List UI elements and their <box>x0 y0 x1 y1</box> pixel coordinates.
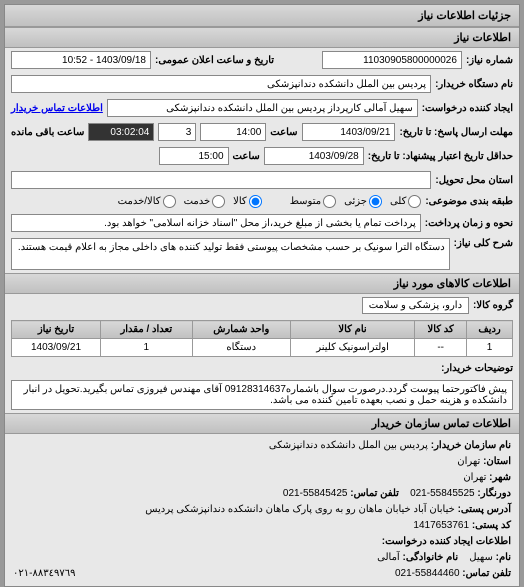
table-cell: دستگاه <box>192 339 290 357</box>
section3-title: اطلاعات تماس سازمان خریدار <box>5 413 519 434</box>
buyer-contact-link[interactable]: اطلاعات تماس خریدار <box>11 103 103 114</box>
response-time: 14:00 <box>200 123 266 141</box>
table-header: تاریخ نیاز <box>12 321 101 339</box>
goods-group-value: دارو، پزشکی و سلامت <box>362 297 469 314</box>
table-header: کد کالا <box>415 321 467 339</box>
fax-label: دورنگار: <box>477 488 511 499</box>
section1-title: اطلاعات نیاز <box>5 27 519 48</box>
goods-table: ردیفکد کالانام کالاواحد شمارشتعداد / مقد… <box>11 320 513 357</box>
delivery-place-label: استان محل تحویل: <box>435 175 513 186</box>
table-cell: 1403/09/21 <box>12 339 101 357</box>
phone2-label: تلفن تماس: <box>462 568 511 579</box>
name-label: نام: <box>496 552 511 563</box>
remaining-days: 3 <box>158 123 196 141</box>
name-value: سهیل <box>469 552 493 563</box>
classification-radios: کلی جزئی متوسط <box>290 195 422 208</box>
buyer-device-label: نام دستگاه خریدار: <box>435 79 513 90</box>
panel-title: جزئیات اطلاعات نیاز <box>5 5 519 27</box>
opt-service2[interactable]: کالا/خدمت <box>118 195 176 208</box>
time-label-2: ساعت <box>233 151 260 162</box>
table-cell: 1 <box>467 339 513 357</box>
org-label: نام سازمان خریدار: <box>431 440 511 451</box>
address-label: آدرس پستی: <box>458 504 511 515</box>
table-cell: -- <box>415 339 467 357</box>
requester-value: سهیل آمالی کارپرداز پردیس بین الملل دانش… <box>107 99 418 117</box>
creator-info-label: اطلاعات ایجاد کننده درخواست: <box>382 536 511 547</box>
table-cell: اولتراسونیک کلینر <box>290 339 414 357</box>
address-value: خیابان آباد خیابان ماهان رو به روی پارک … <box>145 504 455 515</box>
org-value: پردیس بین الملل دانشکده دندانپزشکی <box>269 440 428 451</box>
lastname-value: آمالی <box>377 552 400 563</box>
validity-date: 1403/09/28 <box>264 147 364 165</box>
response-date: 1403/09/21 <box>302 123 396 141</box>
opt-service[interactable]: خدمت <box>184 195 226 208</box>
city-value: تهران <box>463 472 486 483</box>
table-header: ردیف <box>467 321 513 339</box>
phone-value: 55845425-021 <box>283 488 348 499</box>
province-label: استان: <box>483 456 511 467</box>
request-no-value: 11030905800000026 <box>322 51 462 69</box>
buyer-notes-label: توضیحات خریدار: <box>441 363 513 374</box>
goods-group-label: گروه کالا: <box>473 300 513 311</box>
validity-time: 15:00 <box>159 147 229 165</box>
lastname-label: نام خانوادگی: <box>403 552 459 563</box>
requester-label: ایجاد کننده درخواست: <box>422 103 513 114</box>
need-desc-label: شرح کلی نیاز: <box>454 238 513 249</box>
city-label: شهر: <box>489 472 511 483</box>
request-no-label: شماره نیاز: <box>466 55 513 66</box>
phone-label: تلفن تماس: <box>350 488 399 499</box>
need-desc-value[interactable] <box>11 238 450 270</box>
payment-label: نحوه و زمان پرداخت: <box>425 218 513 229</box>
announce-value: 1403/09/18 - 10:52 <box>11 51 151 69</box>
opt-goods[interactable]: کالا <box>233 195 262 208</box>
validity-label: حداقل تاریخ اعتبار پیشنهاد: تا تاریخ: <box>368 151 513 162</box>
table-row: 1--اولتراسونیک کلینردستگاه11403/09/21 <box>12 339 513 357</box>
announce-label: تاریخ و ساعت اعلان عمومی: <box>155 55 274 66</box>
contact-block: نام سازمان خریدار: پردیس بین الملل دانشک… <box>5 434 519 586</box>
table-cell: 1 <box>101 339 193 357</box>
classification-label: طبقه بندی موضوعی: <box>425 196 513 207</box>
opt-all[interactable]: کلی <box>390 195 421 208</box>
postal-label: کد پستی: <box>472 520 511 531</box>
table-header: واحد شمارش <box>192 321 290 339</box>
table-header: تعداد / مقدار <box>101 321 193 339</box>
opt-detailed[interactable]: جزئی <box>344 195 382 208</box>
corner-code: ٨٨٣٤٩٧٦٩-٠٢١ <box>13 566 75 582</box>
buyer-notes: پیش فاکتورحتما پیوست گردد.درصورت سوال با… <box>11 380 513 410</box>
time-label-1: ساعت <box>270 127 297 138</box>
response-deadline-label: مهلت ارسال پاسخ: تا تاریخ: <box>399 127 513 138</box>
opt-medium[interactable]: متوسط <box>290 195 336 208</box>
province-value: تهران <box>457 456 480 467</box>
fax-value: 55845525-021 <box>410 488 475 499</box>
remaining-time: 03:02:04 <box>88 123 154 141</box>
remaining-label: ساعت باقی مانده <box>11 127 84 138</box>
buyer-device-value: پردیس بین الملل دانشکده دندانپزشکی <box>11 75 431 93</box>
section2-title: اطلاعات کالاهای مورد نیاز <box>5 273 519 294</box>
table-header: نام کالا <box>290 321 414 339</box>
payment-text: پرداخت تمام یا بخشی از مبلغ خرید،از محل … <box>11 214 421 232</box>
postal-value: 1417653761 <box>413 520 469 531</box>
delivery-place-value <box>11 171 431 189</box>
type-radios: کالا خدمت کالا/خدمت <box>118 195 262 208</box>
phone2-value: 55844460-021 <box>395 568 460 579</box>
